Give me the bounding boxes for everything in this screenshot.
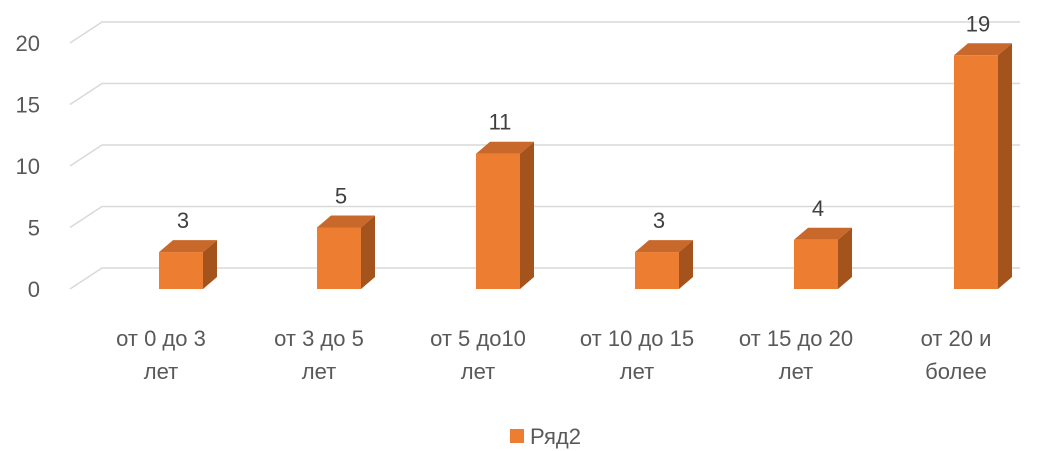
gridline-15 [69, 82, 1020, 106]
x-category-label: от 20 и более [921, 326, 992, 384]
data-label: 3 [177, 208, 189, 233]
bar-top [159, 240, 217, 253]
legend: Ряд2 [510, 424, 581, 449]
gridline-5 [69, 205, 1020, 229]
bar-front [317, 227, 361, 289]
gridlines [69, 21, 1020, 290]
bar-1 [159, 240, 217, 289]
bar-front [159, 252, 203, 289]
bar-side [838, 227, 852, 289]
x-category-label: от 10 до 15 лет [580, 326, 694, 384]
y-tick-label: 0 [28, 277, 40, 302]
x-category-label: от 5 до10 лет [430, 326, 526, 384]
bar-side [520, 141, 534, 289]
data-label: 4 [812, 196, 824, 221]
legend-item: Ряд2 [510, 424, 581, 449]
bar-side [679, 240, 693, 289]
bar-top [954, 43, 1012, 56]
y-tick-label: 20 [16, 31, 40, 56]
y-axis-ticks: 0 5 10 15 20 [16, 31, 40, 302]
data-label: 11 [489, 110, 512, 135]
x-category-label: от 15 до 20 лет [739, 326, 853, 384]
bar-side [998, 43, 1012, 289]
gridline-0 [69, 267, 1020, 290]
bar-6 [954, 43, 1012, 289]
bars: 3 5 11 3 4 19 [159, 11, 1012, 289]
x-category-label: от 3 до 5 лет [274, 326, 364, 384]
legend-swatch [510, 429, 524, 443]
bar-5 [794, 227, 852, 289]
data-label: 19 [966, 11, 990, 36]
data-label: 3 [653, 208, 665, 233]
y-tick-label: 10 [16, 154, 40, 179]
data-label: 5 [335, 184, 347, 209]
bar-4 [635, 240, 693, 289]
bar-front [635, 252, 679, 289]
bar-top [476, 141, 534, 154]
gridline-20 [69, 21, 1020, 44]
bar-front [476, 153, 520, 289]
bar-side [361, 215, 375, 289]
bar-3 [476, 141, 534, 289]
bar-side [203, 240, 217, 289]
bar-top [635, 240, 693, 253]
y-tick-label: 15 [16, 93, 40, 118]
x-category-label: от 0 до 3 лет [116, 326, 206, 384]
bar-top [317, 215, 375, 228]
x-axis-categories: от 0 до 3 лет от 3 до 5 лет от 5 до10 лет от 1… [116, 326, 991, 384]
bar-top [794, 227, 852, 240]
bar-front [954, 55, 998, 289]
gridline-10 [69, 144, 1020, 167]
bar-2 [317, 215, 375, 289]
y-tick-label: 5 [28, 216, 40, 241]
legend-label: Ряд2 [530, 424, 581, 449]
bar-front [794, 239, 838, 289]
